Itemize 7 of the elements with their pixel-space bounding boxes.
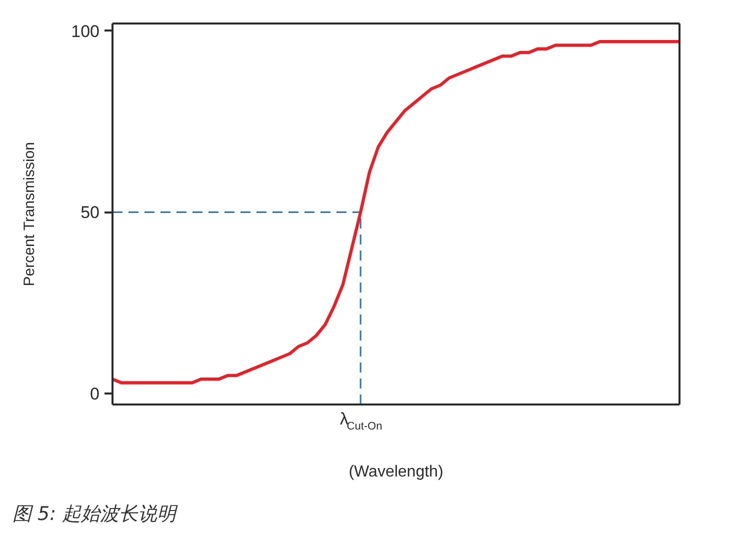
y-tick-label: 100 xyxy=(71,22,100,41)
caption: 图 5: 起始波长说明 xyxy=(12,503,178,525)
y-tick-label: 0 xyxy=(90,384,100,404)
line-series xyxy=(112,40,680,384)
x-axis-title: (Wavelength) xyxy=(348,464,444,480)
y-tick-label: 50 xyxy=(80,203,100,222)
y-axis-title: Percent Transmission xyxy=(21,142,38,286)
